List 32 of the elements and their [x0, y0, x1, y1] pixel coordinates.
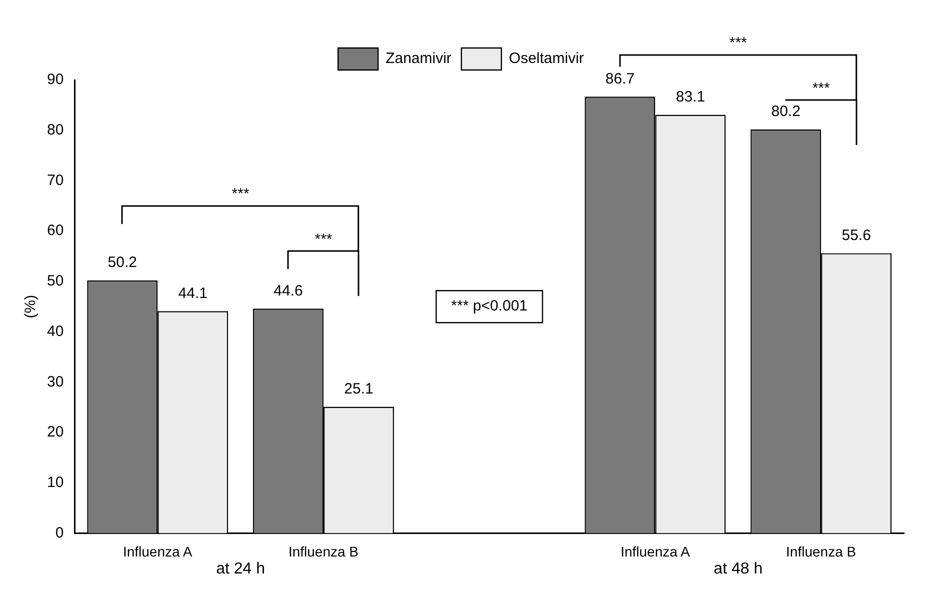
y-tick-label: 30 [46, 373, 64, 390]
data-label: 80.2 [771, 102, 800, 120]
y-tick-label: 50 [46, 272, 64, 290]
data-label: 25.1 [344, 380, 374, 398]
text: at 48 h [714, 560, 763, 578]
data-label: 55.6 [842, 226, 871, 244]
y-tick-label: 80 [46, 121, 64, 138]
y-tick-label: 20 [46, 424, 64, 441]
y-tick-label: 40 [46, 322, 64, 340]
y-tick-label: 60 [46, 222, 64, 240]
data-label: 86.7 [605, 70, 635, 88]
x-tick-label: Influenza A [122, 543, 193, 560]
x-tick-label: Influenza A [620, 543, 690, 560]
data-label: 44.1 [178, 284, 208, 302]
annotation: *** p<0.001 [451, 298, 528, 315]
text: at 24 h [216, 560, 266, 578]
y-tick-label: 0 [55, 524, 64, 542]
text: *** [729, 34, 748, 52]
annotation: *** [232, 186, 250, 203]
y-tick-label: 90 [46, 71, 64, 88]
x-tick-label: Influenza B [288, 543, 359, 560]
legend-label: Zanamivir [386, 50, 452, 68]
x-tick-label: Influenza B [786, 543, 856, 560]
data-label: 83.1 [676, 88, 706, 106]
annotation: *** [812, 80, 830, 97]
y-tick-label: 10 [46, 474, 64, 491]
annotation: *** [314, 230, 332, 248]
data-label: 44.6 [274, 282, 303, 300]
y-tick-label: 70 [46, 172, 64, 189]
legend-label: Oseltamivir [508, 50, 584, 68]
data-label: 50.2 [108, 254, 137, 272]
y-axis-title: (%) [22, 294, 40, 318]
